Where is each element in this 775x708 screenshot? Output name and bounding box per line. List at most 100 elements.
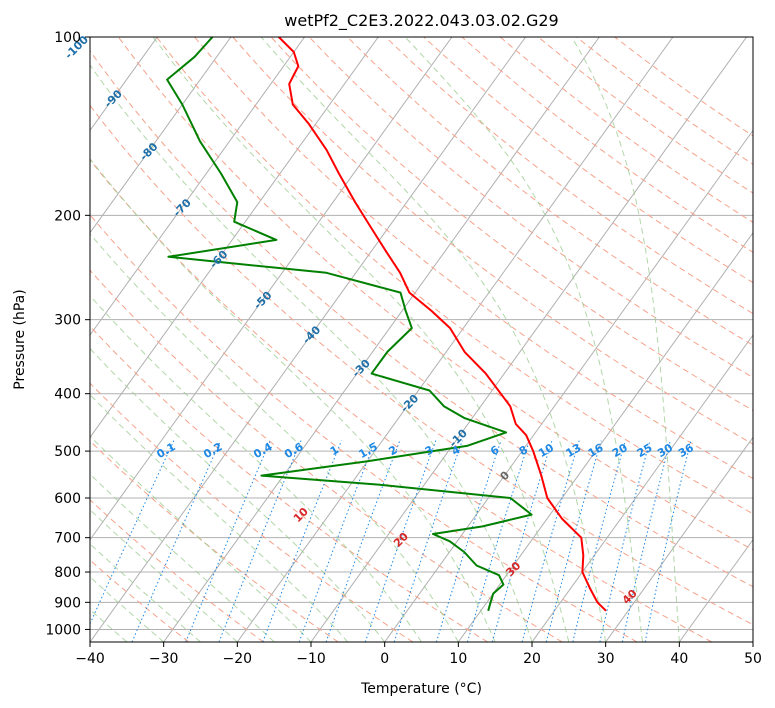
dry-adiabat [270,37,753,412]
x-axis-ticks: −40 −30 −20 −10 0 10 20 30 40 50 [75,642,762,667]
isotherm-line [457,231,753,642]
moist-adiabat [90,64,533,642]
moist-adiabat-label: -80 [137,140,160,163]
temperature-profile-line [278,37,607,612]
mixing-ratio-line [298,440,376,642]
moist-adiabat [90,233,459,642]
moist-adiabat-label: -90 [102,87,125,110]
dry-adiabat [499,37,753,223]
dry-adiabat [90,440,339,642]
mixing-ratio-line [185,440,271,642]
isotherm-line [310,37,748,642]
mixing-ratio-label: 30 [655,441,675,460]
dry-adiabat [90,269,563,642]
mixing-ratio-line [364,440,437,642]
dry-adiabat [461,37,753,253]
mixing-ratio-label: 0.1 [154,440,177,461]
dewpoint-profile-line [166,37,533,612]
mixing-ratio-label: 13 [564,441,584,460]
y-tick-label: 500 [54,444,81,460]
mixing-ratio-line [572,440,626,642]
dry-adiabat [614,37,753,137]
y-tick-label: 400 [54,387,81,403]
isotherm-line [163,37,600,642]
mixing-ratio-label: 25 [635,441,655,460]
moist-adiabats [90,37,680,642]
y-axis-ticks: 100 200 300 400 500 600 700 800 900 1000 [45,30,90,638]
mixing-ratio-line [435,440,502,642]
moist-adiabat [90,543,201,642]
moist-adiabat-label: -70 [171,196,194,219]
y-tick-label: 900 [54,595,81,611]
x-tick-label: 20 [523,651,541,667]
y-tick-label: 800 [54,565,81,581]
x-tick-label: 0 [380,651,389,667]
x-tick-label: −30 [149,651,179,667]
dry-adiabats [90,37,753,642]
x-tick-label: −40 [75,651,105,667]
x-tick-label: 10 [449,651,467,667]
mixing-ratio-label: 16 [586,441,606,460]
dry-adiabat [117,37,753,551]
isotherm-line [752,641,753,642]
dry-adiabat-label: 30 [503,559,523,579]
mixing-ratio-line [644,440,692,642]
profile-series [166,37,607,612]
moist-adiabat-label: -30 [350,356,373,379]
isotherm-line [90,37,232,234]
isotherm-line [236,37,674,642]
mixing-ratio-lines [90,440,692,642]
y-axis-label: Pressure (hPa) [12,289,28,389]
isotherm-line [90,37,306,336]
moist-adiabat [90,473,275,642]
dry-adiabat [537,37,753,194]
dry-adiabat [90,104,753,626]
moist-adiabat [90,394,349,642]
mixing-ratio-line [218,440,302,642]
x-tick-label: −10 [296,651,326,667]
dry-adiabat [194,37,753,480]
mixing-ratio-label: 6 [488,443,501,458]
y-tick-label: 1000 [45,622,81,638]
moist-adiabat [90,576,165,642]
moist-adiabat [260,37,607,642]
moist-adiabat [90,347,386,642]
isotherm-line [90,37,379,439]
dry-adiabat [385,37,753,315]
dry-adiabat [90,325,488,642]
y-tick-label: 600 [54,491,81,507]
moist-adiabat [571,37,680,642]
dry-adiabat [423,37,753,284]
moist-adiabat [90,157,496,642]
y-tick-label: 100 [54,30,81,46]
mixing-ratio-line [131,440,221,642]
plot-frame [89,36,754,643]
mixing-ratio-label: 20 [610,441,630,460]
y-tick-label: 700 [54,531,81,547]
mixing-ratio-line [621,440,671,642]
dry-adiabat-label: 20 [391,530,411,550]
dry-adiabat [90,499,264,642]
mixing-ratio-label: 0.6 [282,440,306,461]
moist-adiabat [404,37,643,642]
isotherm-line [531,334,753,642]
isobar-gridlines [90,37,753,630]
moist-adiabat [90,509,238,642]
mixing-ratio-line [521,440,580,642]
dry-adiabat [90,382,414,642]
mixing-ratio-line [545,440,602,642]
dry-adiabat [90,50,753,588]
x-tick-label: 30 [597,651,615,667]
dry-adiabat [232,37,753,445]
moist-adiabat-label: 0 [498,468,513,483]
x-tick-label: 40 [670,651,688,667]
mixing-ratio-line [599,440,651,642]
chart-title: wetPf2_C2E3.2022.043.03.02.G29 [284,11,558,31]
dry-adiabat-label: 10 [291,505,311,525]
x-tick-label: −20 [223,651,253,667]
y-tick-label: 300 [54,313,81,329]
dry-adiabat [90,214,638,642]
mixing-ratio-line [467,440,530,642]
moist-adiabat-label: -20 [398,392,421,415]
x-tick-label: 50 [744,651,762,667]
